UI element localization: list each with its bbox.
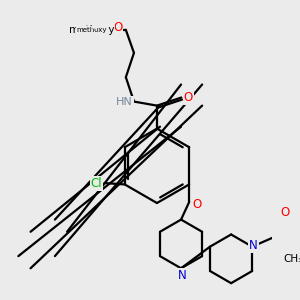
Text: HN: HN xyxy=(116,97,133,106)
Text: methoxy: methoxy xyxy=(90,28,97,29)
Text: methoxy: methoxy xyxy=(69,25,114,35)
Text: methoxy: methoxy xyxy=(101,27,108,28)
Text: O: O xyxy=(183,91,193,104)
Text: O: O xyxy=(193,198,202,211)
Text: O: O xyxy=(113,21,122,34)
Text: O: O xyxy=(280,206,289,219)
Text: methoxy: methoxy xyxy=(77,27,107,33)
Text: N: N xyxy=(178,268,187,282)
Text: CH₃: CH₃ xyxy=(283,254,300,264)
Text: N: N xyxy=(249,239,258,252)
Text: Cl: Cl xyxy=(91,177,102,190)
